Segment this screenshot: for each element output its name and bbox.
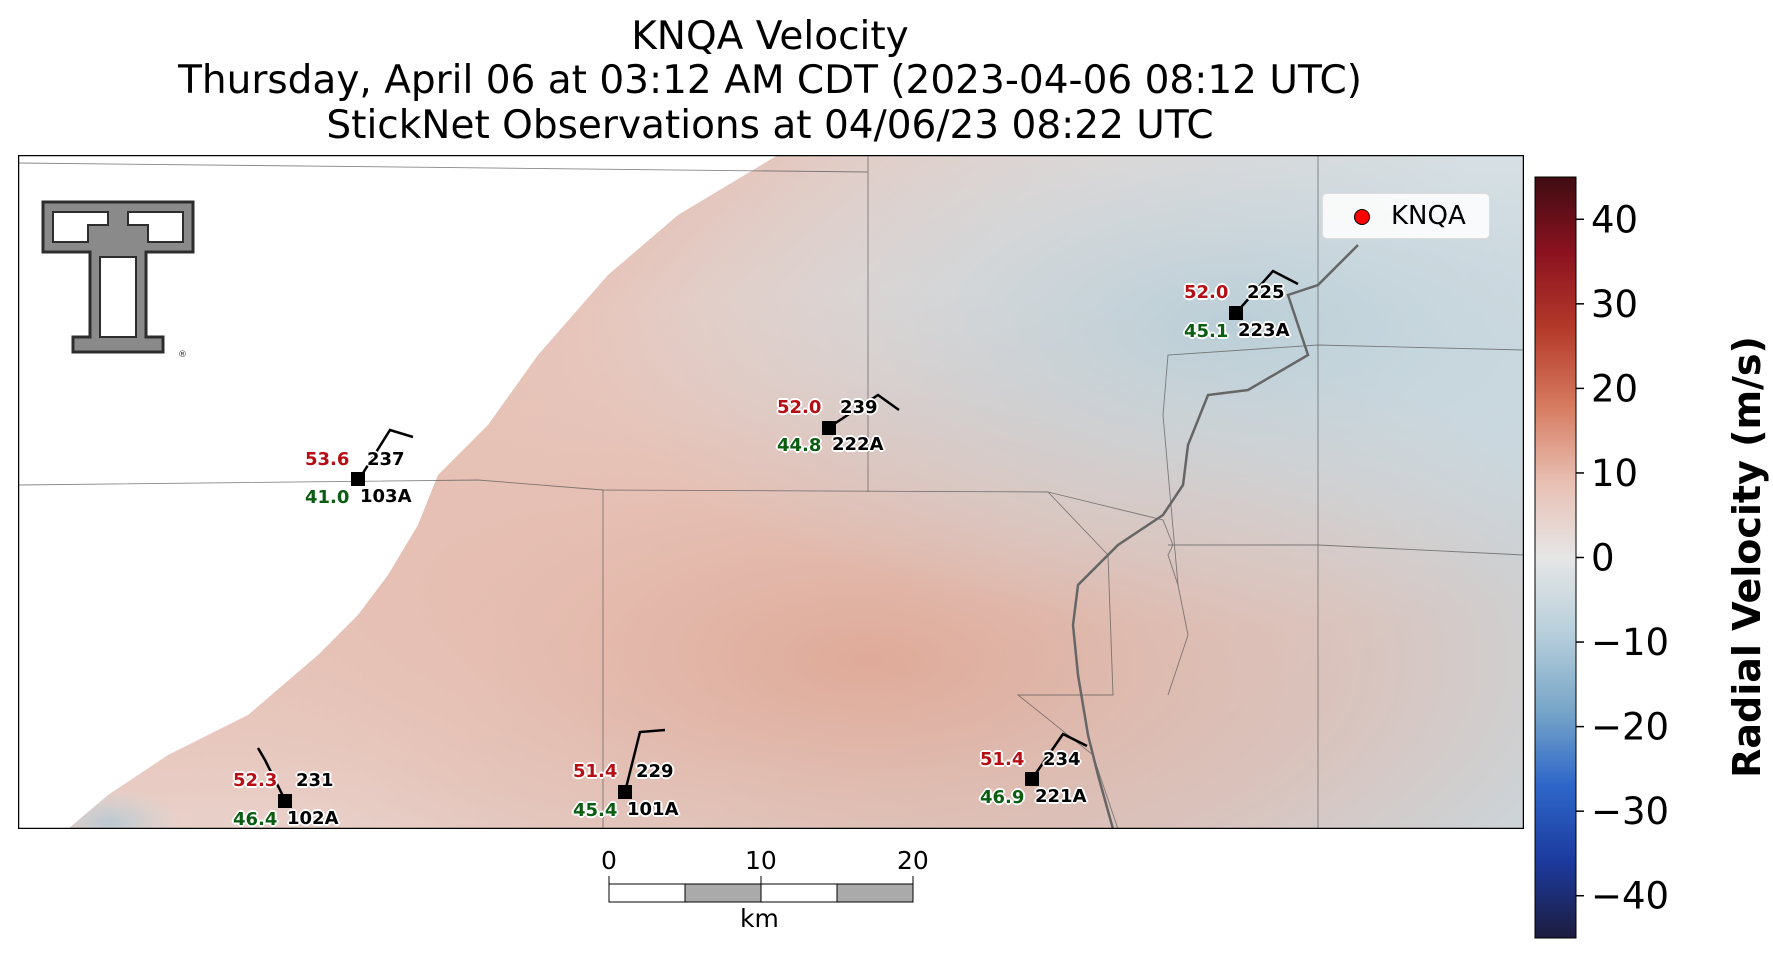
station-wind-direction: 229 [636,761,674,782]
station-marker [822,421,836,435]
county-boundaries [18,155,1524,829]
scalebar-unit: km [740,904,779,933]
title-line-1: KNQA Velocity [631,14,909,59]
station-temp: 53.6 [305,449,350,470]
station-id: 223A [1238,320,1290,341]
station-id: 102A [287,808,339,829]
colorbar-tick-label: −20 [1591,706,1669,749]
colorbar-tick-label: 20 [1591,367,1638,410]
colorbar: 40 30 20 10 0 −10 −20 −30 −40 Radial Velocity (m… [1534,176,1769,939]
river-boundary [1071,244,1359,829]
double-t-icon: ® [41,200,195,360]
station-id: 221A [1035,786,1087,807]
station-id: 103A [360,486,412,507]
colorbar-tick-label: −30 [1591,790,1669,833]
station-marker [1025,772,1039,786]
station-id: 222A [832,434,884,455]
station-dewpoint: 41.0 [305,487,350,508]
station-wind-direction: 237 [367,449,405,470]
scalebar-label-0: 0 [601,846,617,875]
colorbar-tick-label: 0 [1591,537,1615,580]
station-marker [1229,306,1243,320]
colorbar-label: Radial Velocity (m/s) [1725,336,1769,778]
texas-tech-logo: ® [38,197,198,381]
colorbar-tick-label: −10 [1591,621,1669,664]
title-line-2: Thursday, April 06 at 03:12 AM CDT (2023… [178,58,1362,103]
colorbar-tick-label: 30 [1591,283,1638,326]
station-temp: 52.3 [233,770,278,791]
registered-mark: ® [178,350,187,360]
station-dewpoint: 45.4 [573,800,618,821]
station-marker [351,472,365,486]
station-dewpoint: 45.1 [1184,321,1229,342]
station-wind-direction: 239 [840,397,878,418]
radar-site-marker-icon [1354,209,1370,225]
station-dewpoint: 46.4 [233,809,278,830]
station-wind-direction: 231 [296,770,334,791]
station-marker [278,794,292,808]
colorbar-tick-label: 10 [1591,452,1638,495]
colorbar-tick-label: −40 [1591,875,1669,918]
station-wind-direction: 234 [1043,749,1081,770]
radar-map [18,155,1524,829]
colorbar-tick-label: 40 [1591,198,1638,241]
colorbar-gradient [1534,176,1577,939]
scalebar-label-10: 10 [745,846,777,875]
station-id: 101A [627,799,679,820]
map-legend: KNQA [1322,193,1490,239]
station-wind-direction: 225 [1247,282,1285,303]
scalebar-label-20: 20 [897,846,929,875]
legend-label: KNQA [1391,201,1466,231]
station-marker [618,785,632,799]
station-temp: 52.0 [1184,282,1229,303]
station-dewpoint: 46.9 [980,787,1025,808]
station-dewpoint: 44.8 [777,435,822,456]
title-line-3: StickNet Observations at 04/06/23 08:22 … [326,103,1214,148]
station-temp: 51.4 [573,761,618,782]
station-temp: 52.0 [777,397,822,418]
station-temp: 51.4 [980,749,1025,770]
